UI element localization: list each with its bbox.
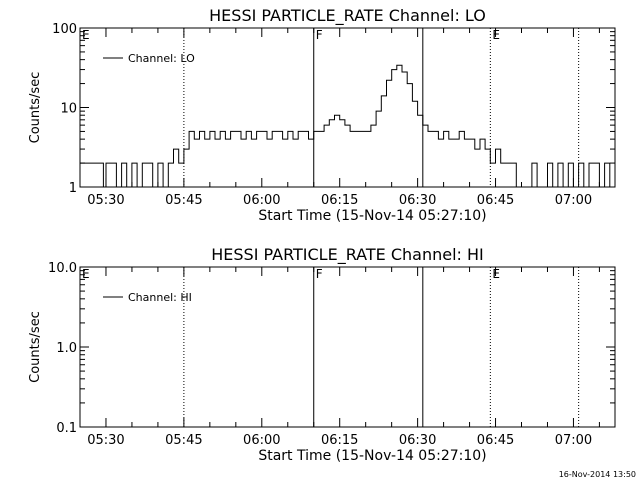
lo-y-tick-label: 100: [52, 22, 77, 37]
lo-series-line-0: [80, 64, 615, 188]
lo-channel-panel: HESSI PARTICLE_RATE Channel: LO 1 10 100 Cou…: [28, 6, 616, 224]
hi-x-tick-label: 06:30: [399, 433, 436, 448]
plot-timestamp: 16-Nov-2014 13:50: [559, 470, 636, 479]
hi-x-axis-label: Start Time (15-Nov-14 05:27:10): [258, 448, 486, 464]
hi-x-tick-label: 06:15: [321, 433, 358, 448]
hi-event-flag-label: F: [316, 267, 323, 281]
hi-legend-label: Channel: HI: [128, 291, 192, 304]
hi-x-tick-label: 06:45: [477, 433, 514, 448]
lo-x-tick-label: 06:30: [399, 193, 436, 208]
lo-chart-title: HESSI PARTICLE_RATE Channel: LO: [209, 6, 486, 26]
hi-y-axis-label: Counts/sec: [28, 311, 43, 383]
hi-event-flag-label: E: [492, 267, 500, 281]
lo-y-tick-label: 1: [69, 181, 77, 196]
hi-event-flag-label: E: [82, 267, 90, 281]
hi-x-tick-label: 05:30: [87, 433, 124, 448]
lo-y-axis-label: Counts/sec: [28, 72, 43, 144]
lo-event-flag-label: E: [492, 28, 500, 42]
hi-channel-panel: HESSI PARTICLE_RATE Channel: HI 0.1 1.0 10.…: [28, 245, 616, 464]
lo-y-tick-label: 10: [60, 102, 77, 117]
lo-x-tick-label: 05:30: [87, 193, 124, 208]
hi-y-tick-label: 1.0: [56, 341, 77, 356]
hi-x-tick-label: 06:00: [243, 433, 280, 448]
lo-legend-label: Channel: LO: [128, 52, 195, 65]
hi-chart-title: HESSI PARTICLE_RATE Channel: HI: [211, 245, 484, 265]
lo-event-flag-label: F: [316, 28, 323, 42]
lo-x-tick-label: 07:00: [555, 193, 592, 208]
lo-x-tick-label: 06:45: [477, 193, 514, 208]
lo-x-tick-label: 06:00: [243, 193, 280, 208]
hi-y-tick-label: 10.0: [48, 261, 77, 276]
lo-x-tick-label: 05:45: [165, 193, 202, 208]
lo-event-flag-label: E: [82, 28, 90, 42]
lo-x-axis-label: Start Time (15-Nov-14 05:27:10): [258, 208, 486, 224]
hi-y-tick-label: 0.1: [56, 421, 77, 436]
hi-x-tick-label: 07:00: [555, 433, 592, 448]
lo-x-tick-label: 06:15: [321, 193, 358, 208]
hi-x-tick-label: 05:45: [165, 433, 202, 448]
